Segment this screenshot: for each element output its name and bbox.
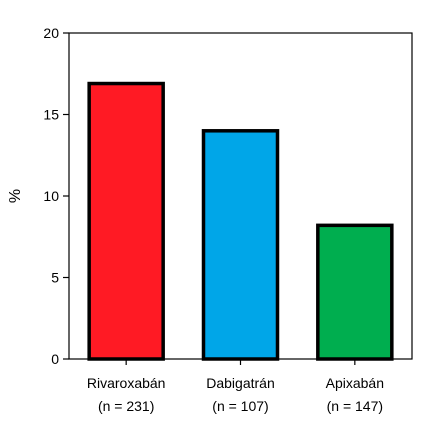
- y-tick-label: 0: [51, 351, 59, 367]
- bar-0: [87, 81, 165, 361]
- x-tick-label: Rivaroxabán: [87, 375, 166, 391]
- x-tick-sublabel: (n = 107): [212, 398, 268, 414]
- y-axis-label: %: [7, 189, 24, 203]
- x-tick-sublabel: (n = 231): [98, 398, 154, 414]
- y-tick-label: 15: [43, 107, 59, 123]
- y-tick-label: 5: [51, 270, 59, 286]
- bars-layer: [87, 81, 394, 361]
- y-axis: 0 5 10 15 20: [43, 25, 69, 367]
- bar-1: [201, 129, 280, 361]
- y-tick-label: 20: [43, 25, 59, 41]
- x-axis: Rivaroxabán (n = 231) Dabigatrán (n = 107) A…: [87, 359, 384, 414]
- x-tick-label: Apixabán: [326, 375, 384, 391]
- bar-2: [316, 223, 394, 361]
- x-tick-label: Dabigatrán: [206, 375, 275, 391]
- y-tick-label: 10: [43, 188, 59, 204]
- x-tick-sublabel: (n = 147): [327, 398, 383, 414]
